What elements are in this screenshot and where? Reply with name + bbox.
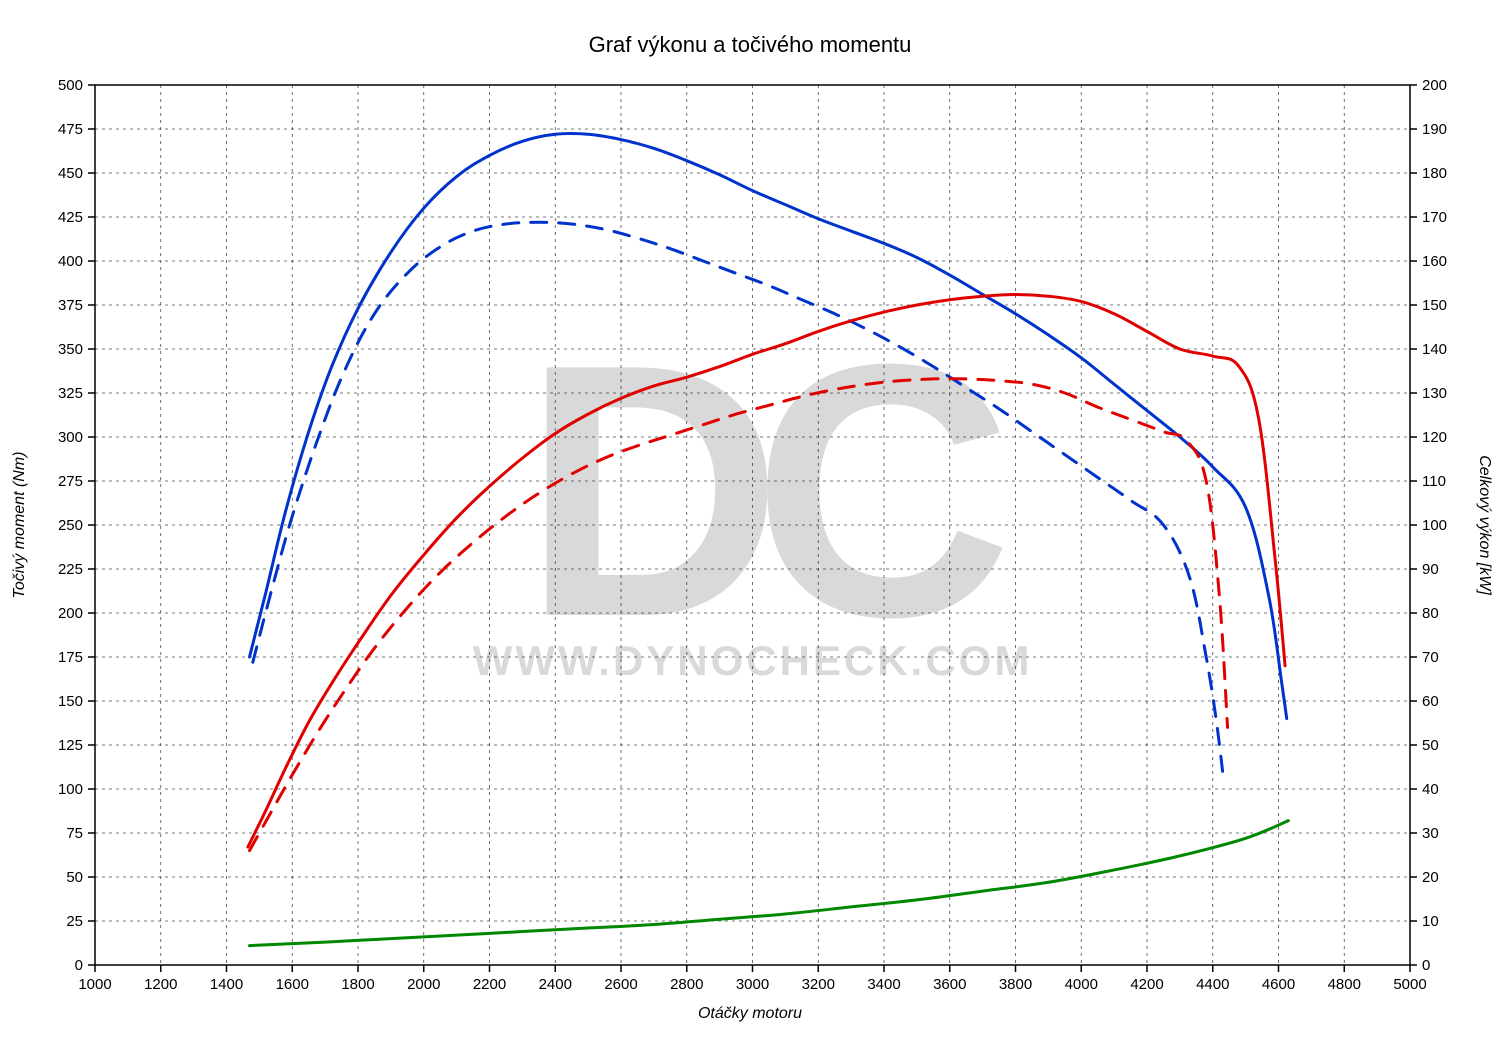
svg-text:2200: 2200 bbox=[473, 976, 506, 993]
svg-text:4000: 4000 bbox=[1065, 976, 1098, 993]
svg-text:375: 375 bbox=[58, 297, 83, 314]
svg-text:0: 0 bbox=[75, 957, 83, 974]
svg-text:250: 250 bbox=[58, 517, 83, 534]
svg-text:100: 100 bbox=[58, 781, 83, 798]
svg-text:1400: 1400 bbox=[210, 976, 243, 993]
svg-text:150: 150 bbox=[1422, 297, 1447, 314]
x-axis-label: Otáčky motoru bbox=[0, 1005, 1500, 1023]
svg-text:140: 140 bbox=[1422, 341, 1447, 358]
svg-text:25: 25 bbox=[66, 913, 83, 930]
svg-text:50: 50 bbox=[1422, 737, 1439, 754]
svg-text:350: 350 bbox=[58, 341, 83, 358]
svg-text:160: 160 bbox=[1422, 253, 1447, 270]
svg-text:3800: 3800 bbox=[999, 976, 1032, 993]
svg-text:2400: 2400 bbox=[539, 976, 572, 993]
svg-text:Celkový výkon [kW]: Celkový výkon [kW] bbox=[1476, 455, 1493, 595]
svg-text:100: 100 bbox=[1422, 517, 1447, 534]
svg-text:1000: 1000 bbox=[78, 976, 111, 993]
svg-text:3600: 3600 bbox=[933, 976, 966, 993]
svg-text:2600: 2600 bbox=[604, 976, 637, 993]
svg-text:110: 110 bbox=[1422, 473, 1446, 490]
svg-text:450: 450 bbox=[58, 165, 83, 182]
svg-text:1800: 1800 bbox=[341, 976, 374, 993]
svg-text:125: 125 bbox=[58, 737, 83, 754]
svg-text:50: 50 bbox=[66, 869, 83, 886]
svg-text:200: 200 bbox=[58, 605, 83, 622]
svg-text:70: 70 bbox=[1422, 649, 1439, 666]
svg-text:Točivý moment (Nm): Točivý moment (Nm) bbox=[11, 452, 28, 599]
svg-text:60: 60 bbox=[1422, 693, 1439, 710]
svg-text:275: 275 bbox=[58, 473, 83, 490]
svg-text:300: 300 bbox=[58, 429, 83, 446]
svg-text:475: 475 bbox=[58, 121, 83, 138]
svg-text:500: 500 bbox=[58, 77, 83, 94]
svg-text:190: 190 bbox=[1422, 121, 1447, 138]
svg-text:0: 0 bbox=[1422, 957, 1430, 974]
dyno-chart: Graf výkonu a točivého momentu DCWWW.DYN… bbox=[0, 0, 1500, 1041]
svg-text:2800: 2800 bbox=[670, 976, 703, 993]
svg-text:325: 325 bbox=[58, 385, 83, 402]
svg-text:40: 40 bbox=[1422, 781, 1439, 798]
svg-text:175: 175 bbox=[58, 649, 83, 666]
svg-text:80: 80 bbox=[1422, 605, 1439, 622]
svg-text:180: 180 bbox=[1422, 165, 1447, 182]
svg-text:90: 90 bbox=[1422, 561, 1439, 578]
chart-title: Graf výkonu a točivého momentu bbox=[0, 32, 1500, 58]
svg-text:1200: 1200 bbox=[144, 976, 177, 993]
svg-text:3000: 3000 bbox=[736, 976, 769, 993]
svg-text:130: 130 bbox=[1422, 385, 1447, 402]
svg-text:4600: 4600 bbox=[1262, 976, 1295, 993]
svg-text:20: 20 bbox=[1422, 869, 1439, 886]
svg-text:3400: 3400 bbox=[867, 976, 900, 993]
svg-text:4400: 4400 bbox=[1196, 976, 1229, 993]
svg-text:225: 225 bbox=[58, 561, 83, 578]
svg-text:425: 425 bbox=[58, 209, 83, 226]
svg-text:200: 200 bbox=[1422, 77, 1447, 94]
svg-text:3200: 3200 bbox=[802, 976, 835, 993]
svg-text:150: 150 bbox=[58, 693, 83, 710]
chart-svg: DCWWW.DYNOCHECK.COM100012001400160018002… bbox=[0, 0, 1500, 1041]
svg-text:75: 75 bbox=[66, 825, 83, 842]
svg-text:30: 30 bbox=[1422, 825, 1439, 842]
svg-text:400: 400 bbox=[58, 253, 83, 270]
svg-text:10: 10 bbox=[1422, 913, 1439, 930]
svg-text:4800: 4800 bbox=[1328, 976, 1361, 993]
svg-text:1600: 1600 bbox=[276, 976, 309, 993]
svg-text:5000: 5000 bbox=[1393, 976, 1426, 993]
svg-text:170: 170 bbox=[1422, 209, 1447, 226]
svg-text:4200: 4200 bbox=[1130, 976, 1163, 993]
svg-text:120: 120 bbox=[1422, 429, 1447, 446]
svg-text:2000: 2000 bbox=[407, 976, 440, 993]
